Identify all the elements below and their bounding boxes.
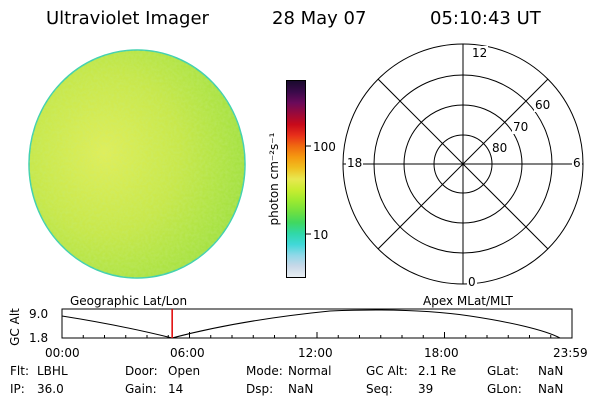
polar-label-6: 6	[572, 156, 582, 170]
orbit-y-tick-high: 9.0	[29, 307, 49, 321]
status-value: Open	[168, 364, 201, 378]
polar-label-lat-80: 80	[491, 141, 509, 155]
orbit-x-tick-2359: 23:59	[553, 346, 588, 360]
orbit-x-tick-0600: 06:00	[170, 346, 205, 360]
status-label: Dsp:	[246, 382, 274, 396]
polar-label-lat-60: 60	[534, 98, 552, 112]
status-label: IP:	[10, 382, 25, 396]
instrument-title: Ultraviolet Imager	[46, 8, 209, 29]
polar-diagonal-2	[377, 78, 549, 250]
status-value: NaN	[538, 364, 564, 378]
status-value: Normal	[288, 364, 332, 378]
orbit-x-tick-1200: 12:00	[298, 346, 333, 360]
polar-label-0: 0	[467, 275, 477, 289]
orbit-x-tick-1800: 18:00	[424, 346, 459, 360]
colorbar-tick-100: 100	[313, 140, 336, 154]
uv-disc-texture	[29, 50, 245, 278]
colorbar	[286, 80, 306, 278]
polar-label-12: 12	[471, 46, 489, 60]
status-label: GC Alt:	[366, 364, 408, 378]
status-label: Flt:	[10, 364, 29, 378]
status-value: 14	[168, 382, 184, 396]
status-label: Gain:	[125, 382, 157, 396]
orbit-right-title: Apex MLat/MLT	[423, 294, 513, 308]
orbit-altitude-curve	[61, 309, 561, 339]
status-label: Door:	[125, 364, 158, 378]
status-label: Seq:	[366, 382, 393, 396]
orbit-y-tick-low: 1.8	[29, 331, 49, 345]
status-value: 39	[418, 382, 434, 396]
colorbar-tick-10: 10	[313, 228, 329, 242]
status-label: GLat:	[487, 364, 520, 378]
polar-label-lat-70: 70	[512, 120, 530, 134]
status-value: NaN	[288, 382, 314, 396]
status-label: Mode:	[246, 364, 283, 378]
orbit-left-title: Geographic Lat/Lon	[70, 294, 188, 308]
orbit-x-tick-0000: 00:00	[45, 346, 80, 360]
status-label: GLon:	[487, 382, 522, 396]
polar-label-18: 18	[346, 156, 364, 170]
date-label: 28 May 07	[272, 8, 367, 29]
time-label: 05:10:43 UT	[430, 8, 541, 29]
status-value: NaN	[538, 382, 564, 396]
status-value: LBHL	[37, 364, 68, 378]
status-value: 2.1 Re	[418, 364, 457, 378]
status-value: 36.0	[37, 382, 64, 396]
